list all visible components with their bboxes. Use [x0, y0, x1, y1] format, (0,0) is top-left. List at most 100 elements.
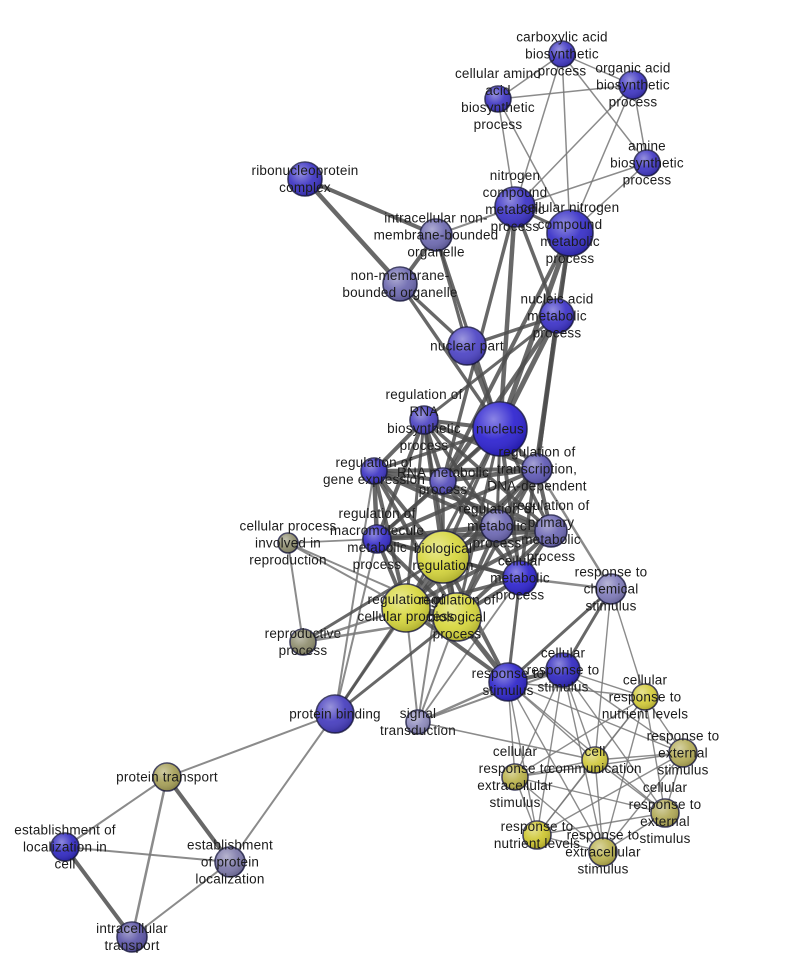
edge: [507, 681, 684, 754]
edge: [497, 84, 634, 100]
edge: [514, 162, 648, 208]
node-shine: [481, 510, 513, 542]
edge: [64, 846, 231, 863]
edge: [304, 177, 437, 237]
edge: [514, 696, 646, 778]
edge: [442, 479, 552, 533]
edge: [536, 669, 564, 836]
edge: [602, 696, 646, 853]
node-shine: [619, 71, 647, 99]
node-shine: [549, 41, 575, 67]
node-shine: [288, 162, 322, 196]
node-shine: [383, 267, 417, 301]
edge: [303, 177, 402, 286]
edge: [594, 759, 604, 853]
edge: [594, 588, 612, 761]
node-shine: [632, 684, 658, 710]
node-shine: [417, 531, 469, 583]
edge: [514, 669, 564, 778]
edge: [536, 812, 666, 836]
edge: [373, 469, 552, 533]
node-shine: [316, 695, 354, 733]
node-shine: [582, 747, 608, 773]
edge: [334, 538, 378, 715]
edge: [404, 428, 502, 609]
node-shine: [535, 515, 567, 547]
edge: [514, 776, 666, 814]
edge: [417, 577, 521, 723]
node-shine: [523, 821, 551, 849]
node-shine: [406, 710, 430, 734]
edge: [166, 713, 336, 778]
node-shine: [420, 219, 452, 251]
edge: [287, 538, 378, 544]
edge: [497, 232, 573, 430]
edge: [63, 845, 134, 939]
node-shine: [547, 210, 593, 256]
node-shine: [290, 629, 316, 655]
edge: [373, 469, 498, 528]
edge: [535, 468, 613, 590]
edge: [507, 681, 538, 836]
edge: [506, 587, 613, 684]
node-shine: [495, 187, 535, 227]
edge: [561, 53, 648, 164]
edge: [562, 669, 666, 814]
node-shine: [651, 799, 679, 827]
edge: [562, 669, 684, 754]
edge: [507, 681, 604, 853]
edge: [131, 861, 231, 938]
edge: [376, 528, 552, 542]
edges-layer: [63, 53, 684, 939]
node-shine: [51, 833, 79, 861]
edge: [561, 53, 571, 234]
nodes-layer: [50, 40, 698, 953]
node-shine: [382, 584, 430, 632]
edge: [165, 775, 232, 864]
node-shine: [540, 299, 574, 333]
node-shine: [596, 574, 626, 604]
edge: [287, 542, 304, 643]
node-shine: [503, 561, 537, 595]
edge: [536, 752, 684, 836]
edge: [610, 588, 646, 698]
node-shine: [473, 402, 527, 456]
node-shine: [278, 533, 298, 553]
node-shine: [546, 653, 580, 687]
edge: [423, 314, 558, 422]
edge: [602, 752, 684, 853]
edge: [514, 776, 604, 853]
edge: [372, 470, 459, 618]
edge: [130, 776, 169, 938]
node-shine: [433, 593, 481, 641]
edge: [514, 53, 563, 208]
node-shine: [363, 525, 391, 553]
node-shine: [153, 763, 181, 791]
edge: [569, 84, 634, 234]
edge: [536, 759, 596, 836]
edge: [334, 615, 458, 716]
edge: [302, 615, 458, 644]
edge: [417, 721, 596, 761]
edge: [229, 713, 336, 863]
node-shine: [410, 406, 438, 434]
node-shine: [634, 150, 660, 176]
edge: [334, 470, 375, 715]
node-shine: [522, 454, 552, 484]
node-shine: [430, 468, 456, 494]
edge: [507, 681, 666, 814]
edge: [302, 555, 444, 644]
edge: [514, 84, 634, 208]
edge: [373, 467, 538, 473]
edge: [64, 776, 168, 848]
node-shine: [448, 327, 486, 365]
node-shine: [489, 663, 527, 701]
node-shine: [485, 86, 511, 112]
edge: [417, 669, 564, 723]
edge: [497, 98, 571, 234]
node-shine: [502, 764, 528, 790]
node-shine: [117, 922, 147, 952]
edge: [405, 529, 552, 610]
